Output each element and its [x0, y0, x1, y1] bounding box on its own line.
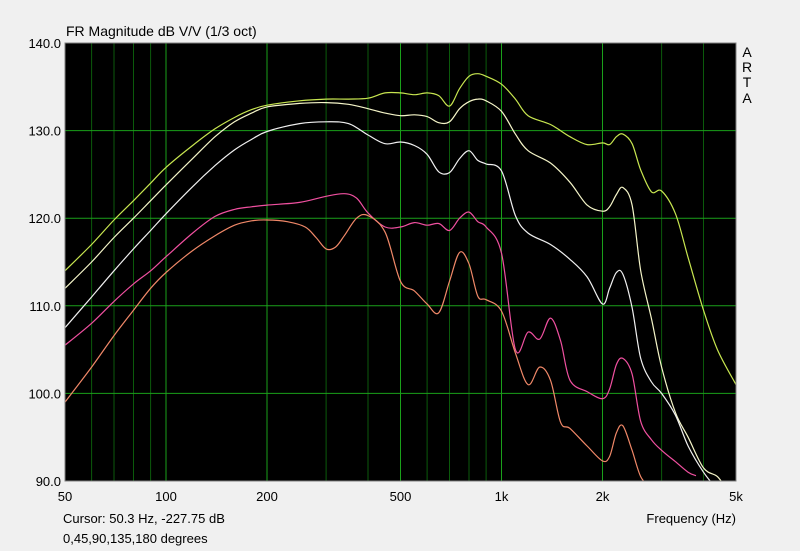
brand-letter: T — [743, 74, 752, 90]
y-tick-label: 110.0 — [29, 299, 61, 314]
series-line-1 — [65, 73, 736, 385]
y-tick-label: 100.0 — [28, 386, 61, 401]
brand-letter: A — [742, 90, 752, 106]
series-line-4 — [65, 193, 697, 477]
y-tick-labels: 90.0 100.0 110.0 120.0 130.0 140.0 — [28, 36, 61, 489]
x-tick-label: 5k — [729, 489, 743, 504]
series-line-5 — [65, 213, 645, 481]
x-axis-label: Frequency (Hz) — [646, 511, 736, 526]
x-tick-label: 50 — [58, 489, 72, 504]
x-tick-label: 1k — [495, 489, 509, 504]
y-tick-label: 130.0 — [28, 124, 61, 139]
angles-note: 0,45,90,135,180 degrees — [63, 531, 208, 546]
cursor-readout: Cursor: 50.3 Hz, -227.75 dB — [63, 511, 225, 526]
chart-title: FR Magnitude dB V/V (1/3 oct) — [66, 23, 257, 39]
series-line-3 — [65, 121, 711, 481]
series-line-2 — [65, 98, 722, 481]
brand-letter: A — [742, 44, 752, 60]
x-tick-label: 100 — [155, 489, 177, 504]
y-tick-label: 120.0 — [28, 211, 61, 226]
series-lines — [65, 73, 736, 481]
brand-letter: R — [742, 59, 752, 75]
x-tick-label: 2k — [596, 489, 610, 504]
x-tick-label: 200 — [256, 489, 278, 504]
plot-frame — [64, 42, 737, 482]
x-tick-label: 500 — [390, 489, 412, 504]
y-tick-label: 90.0 — [36, 474, 61, 489]
arta-brand: A R T A — [742, 44, 752, 106]
y-tick-label: 140.0 — [28, 36, 61, 51]
x-tick-labels: 50 100 200 500 1k 2k 5k — [58, 489, 744, 504]
